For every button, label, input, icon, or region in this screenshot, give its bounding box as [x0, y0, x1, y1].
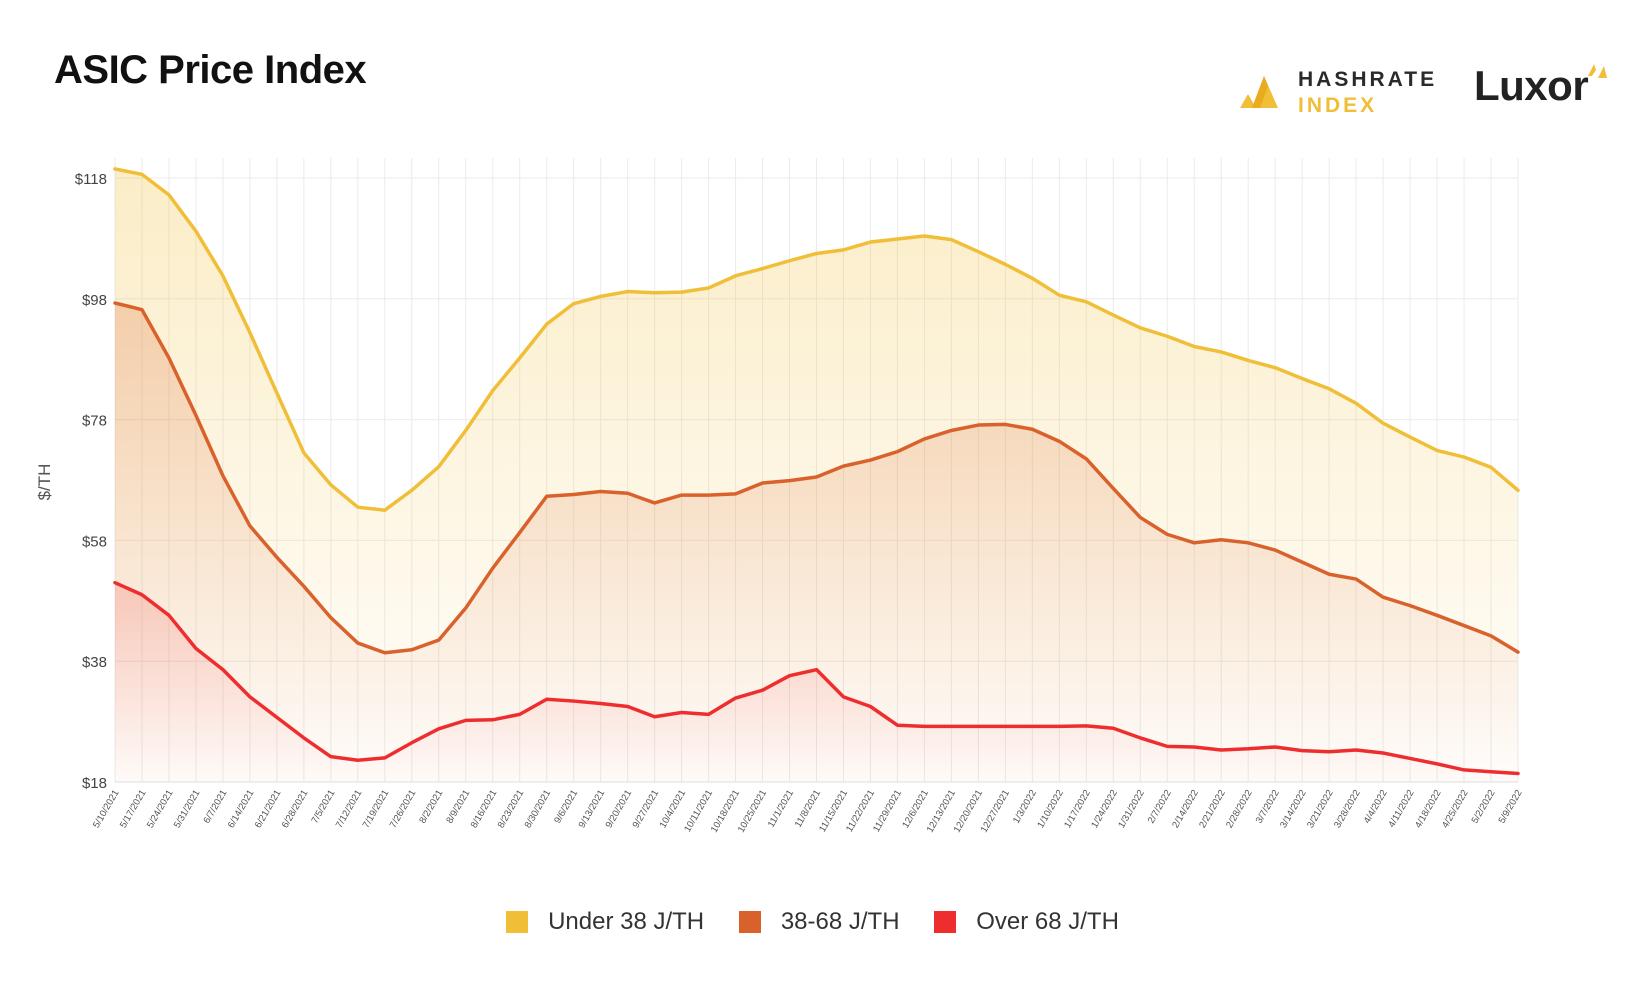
x-tick-label: 6/14/2021	[226, 788, 257, 830]
legend-swatch-over-68	[934, 911, 957, 933]
legend-swatch-38-68	[738, 911, 761, 933]
x-tick-label: 8/9/2021	[444, 788, 472, 826]
x-tick-label: 4/25/2022	[1440, 788, 1471, 830]
x-tick-label: 1/10/2022	[1035, 788, 1066, 830]
x-tick-label: 10/4/2021	[658, 788, 689, 830]
chart-legend: Under 38 J/TH 38-68 J/TH Over 68 J/TH	[0, 908, 1625, 940]
y-tick-label: $58	[82, 533, 107, 550]
legend-swatch-under-38	[506, 911, 529, 933]
x-tick-label: 9/13/2021	[577, 788, 608, 830]
x-tick-label: 2/14/2022	[1170, 788, 1201, 830]
legend-item-under-38: Under 38 J/TH	[506, 908, 704, 936]
x-tick-label: 6/28/2021	[280, 788, 311, 830]
x-tick-label: 11/1/2021	[766, 788, 796, 829]
hashrate-logo-text: HASHRATE	[1298, 68, 1438, 91]
y-tick-label: $78	[82, 413, 107, 430]
x-tick-label: 2/28/2022	[1224, 788, 1255, 830]
area-over-68-j-th	[115, 582, 1518, 782]
line-over-68-j-th	[113, 580, 1520, 776]
line-38-68-j-th	[113, 301, 1520, 655]
legend-item-over-68: Over 68 J/TH	[934, 908, 1119, 936]
luxor-logo-mark-icon	[1588, 64, 1607, 78]
x-tick-label: 8/16/2021	[469, 788, 500, 830]
x-tick-label: 1/24/2022	[1089, 788, 1120, 830]
x-tick-label: 6/7/2021	[202, 788, 230, 826]
x-tick-label: 7/26/2021	[388, 788, 419, 830]
legend-item-38-68: 38-68 J/TH	[738, 908, 900, 936]
x-tick-label: 2/21/2022	[1197, 788, 1228, 830]
y-tick-label: $118	[75, 171, 107, 188]
x-tick-label: 7/19/2021	[361, 788, 392, 830]
x-tick-label: 1/17/2022	[1062, 788, 1093, 830]
chart-lines	[113, 167, 1520, 776]
x-tick-label: 5/10/2021	[91, 788, 122, 830]
hashrate-index-logo: HASHRATE INDEX	[1238, 66, 1438, 120]
x-tick-label: 8/30/2021	[523, 788, 554, 830]
legend-label-over-68: Over 68 J/TH	[976, 908, 1119, 935]
x-tick-label: 3/7/2022	[1254, 788, 1282, 826]
x-tick-label: 12/6/2021	[900, 788, 931, 830]
hashrate-index-logo-icon	[1240, 76, 1278, 108]
x-tick-label: 2/7/2022	[1146, 788, 1174, 826]
legend-label-38-68: 38-68 J/TH	[780, 908, 900, 935]
x-tick-label: 3/14/2022	[1278, 788, 1309, 830]
x-tick-label: 7/12/2021	[334, 788, 365, 830]
legend-label-under-38: Under 38 J/TH	[548, 908, 705, 935]
x-tick-label: 5/9/2022	[1497, 788, 1525, 826]
chart-title: ASIC Price Index	[54, 48, 367, 92]
y-axis-label: $/TH	[35, 464, 54, 501]
x-tick-label: 5/2/2022	[1470, 788, 1498, 826]
x-tick-label: 1/31/2022	[1116, 788, 1147, 830]
area-38-68-j-th	[115, 303, 1518, 782]
x-tick-label: 3/21/2022	[1305, 788, 1336, 830]
x-tick-label: 1/3/2022	[1011, 788, 1039, 826]
luxor-logo: Luxor	[1474, 62, 1614, 118]
y-tick-label: $38	[82, 654, 107, 671]
x-tick-label: 8/2/2021	[417, 788, 445, 826]
line-under-38-j-th	[113, 167, 1520, 512]
luxor-logo-text: Luxor	[1474, 62, 1589, 109]
x-tick-label: 11/8/2021	[793, 788, 823, 829]
y-tick-label: $18	[82, 775, 107, 792]
x-tick-label: 5/17/2021	[118, 788, 149, 830]
x-tick-label: 6/21/2021	[253, 788, 284, 830]
index-logo-text: INDEX	[1298, 94, 1378, 117]
x-tick-label: 9/27/2021	[631, 788, 662, 830]
x-tick-label: 9/20/2021	[604, 788, 635, 830]
x-tick-label: 4/4/2022	[1362, 788, 1390, 826]
x-tick-label: 4/18/2022	[1413, 788, 1444, 830]
x-tick-label: 5/24/2021	[145, 788, 176, 830]
x-tick-label: 7/5/2021	[309, 788, 337, 826]
x-tick-label: 8/23/2021	[496, 788, 527, 830]
price-index-chart: $18$38$58$78$98$1185/10/20215/17/20215/2…	[35, 158, 1525, 835]
x-tick-label: 4/11/2022	[1386, 788, 1416, 829]
x-tick-label: 9/6/2021	[552, 788, 580, 826]
x-tick-label: 3/28/2022	[1332, 788, 1363, 830]
y-tick-label: $98	[82, 292, 107, 309]
x-tick-label: 5/31/2021	[172, 788, 203, 830]
